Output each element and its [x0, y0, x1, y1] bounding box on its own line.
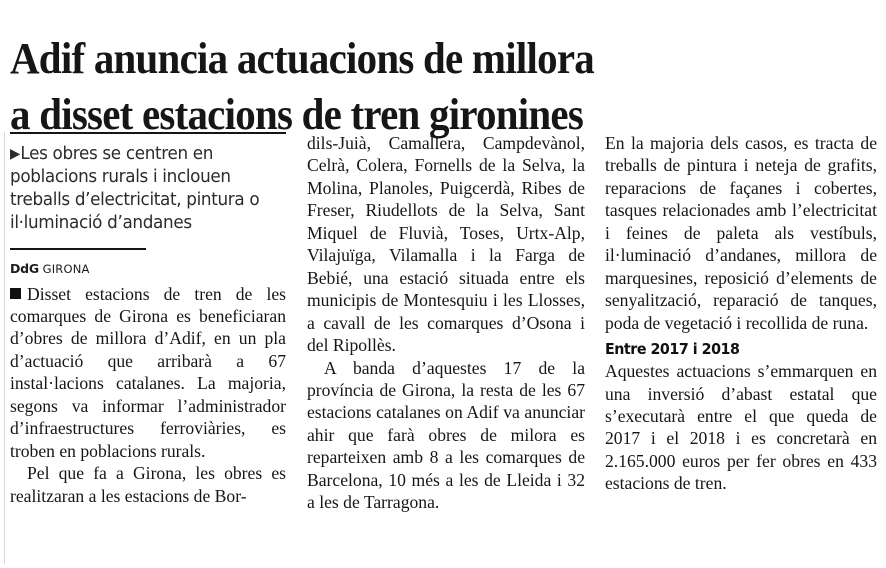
column-1-body: Disset estacions de tren de les comarque… [10, 283, 286, 508]
article-column-2: dils-Juià, Camallera, Campdevànol, Celrà… [307, 132, 585, 514]
paragraph: Aquestes actuacions s’emmarquen en una i… [605, 361, 877, 494]
left-gutter-rule [4, 132, 5, 564]
paragraph: A banda d’aquestes 17 de la província de… [307, 357, 585, 513]
section-subheading: Entre 2017 i 2018 [605, 340, 740, 359]
article-headline: Adif anuncia actuacions de millora a dis… [10, 31, 815, 143]
byline-top-rule [10, 248, 146, 250]
paragraph: dils-Juià, Camallera, Campdevànol, Celrà… [307, 133, 585, 356]
column-3-body: En la majoria dels casos, es tracta de t… [605, 132, 877, 334]
article-column-3: En la majoria dels casos, es tracta de t… [605, 132, 877, 495]
headline-line-1: Adif anuncia actuacions de millora [10, 34, 595, 84]
column-3-body-after-subhead: Aquestes actuacions s’emmarquen en una i… [605, 360, 877, 495]
headline-line-2: a disset estacions de tren gironines [10, 90, 584, 140]
deck-text: Les obres se centren en poblacions rural… [10, 144, 260, 233]
paragraph: Pel que fa a Girona, les obres es realit… [10, 463, 286, 506]
paragraph: Disset estacions de tren de les comarque… [10, 283, 286, 463]
deck-top-rule [10, 132, 286, 134]
square-bullet-icon [10, 287, 21, 299]
triangle-right-icon: ▶ [10, 146, 21, 162]
byline-place: GIRONA [42, 261, 90, 276]
article-column-1: ▶Les obres se centren en poblacions rura… [10, 132, 286, 507]
article-deck: ▶Les obres se centren en poblacions rura… [10, 143, 275, 235]
paragraph-text: Disset estacions de tren de les comarque… [10, 283, 286, 461]
byline-brand: DdG [10, 260, 39, 276]
byline: DdG GIRONA [10, 261, 286, 276]
paragraph: En la majoria dels casos, es tracta de t… [605, 133, 877, 333]
column-2-body: dils-Juià, Camallera, Campdevànol, Celrà… [307, 132, 585, 514]
